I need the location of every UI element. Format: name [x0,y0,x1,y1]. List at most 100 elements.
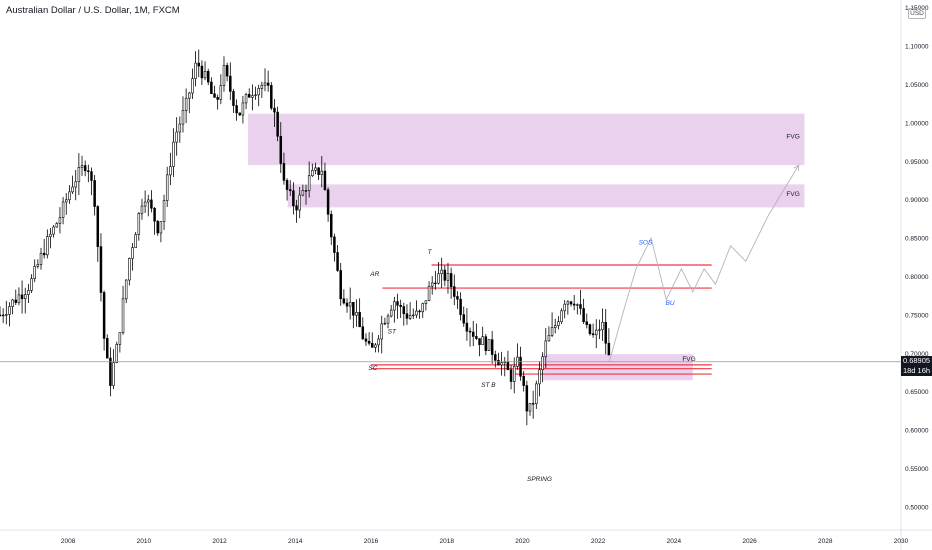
candle-body [254,94,257,96]
candle-body [295,205,298,211]
x-tick-label: 2028 [818,538,833,545]
candle-body [342,298,346,304]
candle-body [506,361,510,371]
candle-body [285,180,289,190]
candle-body [330,214,333,238]
candle-body [213,93,216,98]
candle-body [481,336,484,346]
candle-body [0,314,2,317]
candle-body [191,78,194,94]
y-tick-label: 0.95000 [905,159,929,166]
current-price-tag: 0.68905 18d 16h [901,356,932,376]
candle-body [276,111,279,137]
fvg-zones [247,113,805,381]
x-tick-label: 2026 [742,538,757,545]
candle-body [273,107,276,113]
candle-body [317,167,320,175]
candle-body [188,92,191,99]
annotation-label: SC [368,365,377,372]
candle-body [216,97,219,100]
x-axis[interactable]: 2008 2010 2012 2014 2016 2018 2020 2022 2024 2026… [0,529,932,545]
candle-body [241,102,245,116]
y-axis[interactable]: 0.50000 0.55000 0.60000 0.65000 0.70000 0.750… [900,0,929,550]
candle-body [238,112,242,116]
candle-body [326,189,330,215]
candle-body [159,221,163,234]
candle-body [153,207,156,222]
candle-body [471,331,475,337]
candle-body [118,332,122,345]
candle-body [437,273,440,284]
candle-body [33,265,36,279]
candle-body [367,340,371,344]
fvg-zone [287,184,805,208]
candle-body [415,310,418,316]
candle-body [74,181,77,188]
bar-countdown: 18d 16h [902,366,931,375]
candlestick-series [0,49,611,426]
candle-body [83,165,87,172]
candle-body [544,340,548,358]
candle-body [222,65,226,86]
candle-body [478,338,481,346]
candle-body [352,302,355,316]
candle-body [405,313,409,319]
candle-body [137,213,141,235]
candle-body [106,338,109,359]
projection-path [609,164,800,362]
candle-body [380,323,383,340]
candle-body [553,325,557,328]
symbol-title[interactable]: Australian Dollar / U.S. Dollar, 1M, FXC… [6,5,180,16]
candle-body [528,403,532,412]
candle-body [361,326,365,340]
candle-body [364,338,368,342]
candle-body [314,167,317,171]
currency-label[interactable]: USD [908,8,926,19]
candle-body [348,302,352,307]
annotation-label: SPRING [527,476,552,483]
candle-body [525,385,529,412]
candle-body [579,304,582,309]
candle-body [11,299,14,307]
candle-body [430,282,434,287]
annotation-label: FVG [786,133,799,140]
candle-body [165,174,169,201]
candle-body [320,170,324,175]
candle-body [371,342,374,348]
candle-body [358,312,361,328]
candle-body [607,342,611,356]
annotation-label: AR [369,271,379,278]
candle-body [169,166,172,176]
candle-body [175,131,178,143]
annotation-label: ST B [481,382,496,389]
annotation-label: T [428,249,433,256]
candle-body [560,310,563,323]
candle-body [244,94,248,104]
candle-body [93,180,96,207]
candle-body [389,309,393,317]
candle-body [393,301,396,311]
candle-body [339,270,342,300]
candle-body [20,294,24,300]
candle-body [87,170,90,172]
x-tick-label: 2022 [591,538,606,545]
candle-body [522,375,525,386]
candle-body [77,167,81,183]
candle-body [197,62,200,67]
candle-body [563,303,566,312]
x-tick-label: 2016 [364,538,379,545]
x-tick-label: 2030 [894,538,909,545]
y-tick-label: 0.90000 [905,197,929,204]
y-tick-label: 1.05000 [905,82,929,89]
candle-body [42,252,46,256]
candle-body [292,190,295,207]
candle-body [424,300,428,304]
candle-body [440,269,443,275]
candle-body [446,273,450,281]
candle-body [497,360,500,366]
candle-body [604,322,607,344]
candle-body [484,336,488,351]
candle-body [71,186,74,193]
candle-body [509,369,513,382]
